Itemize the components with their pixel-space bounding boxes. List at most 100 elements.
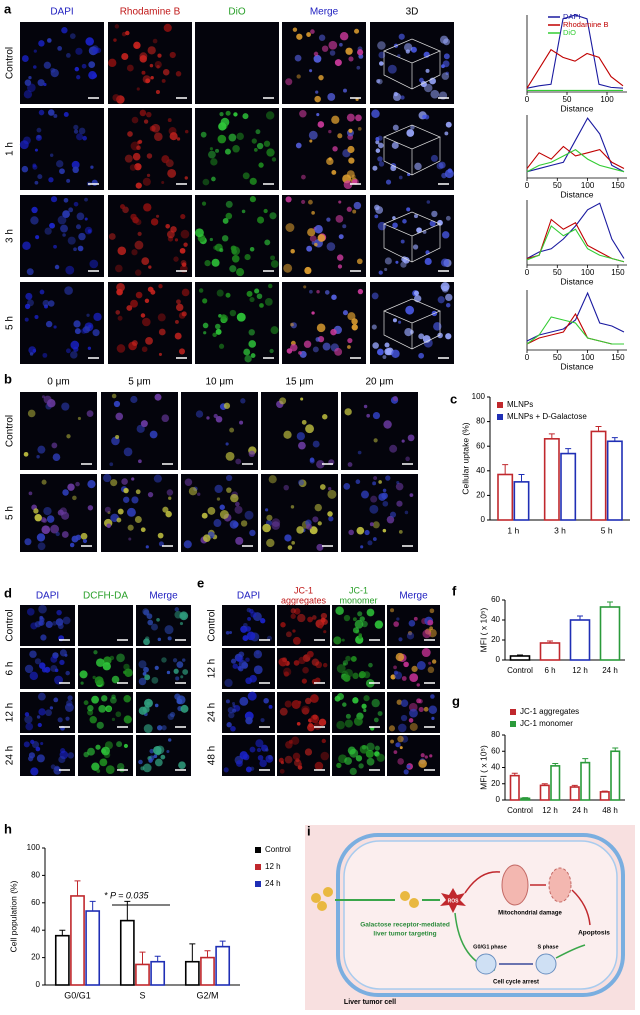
cell-signal <box>244 510 254 520</box>
cell-signal <box>121 478 128 485</box>
cell-signal <box>161 725 167 731</box>
x-tick-label: Control <box>507 806 533 815</box>
cell-signal <box>62 233 66 237</box>
cell-signal <box>226 487 232 493</box>
cell-signal <box>363 404 368 409</box>
cell-signal <box>342 310 348 316</box>
cell-signal <box>418 699 423 704</box>
cell-signal <box>256 747 262 753</box>
cell-signal <box>226 474 233 482</box>
cell-signal <box>400 261 407 268</box>
cell-signal <box>407 434 415 442</box>
cell-signal <box>38 40 45 47</box>
cell-signal <box>134 45 139 49</box>
cell-signal <box>197 492 201 496</box>
column-header: DAPI <box>36 591 59 602</box>
cell-signal <box>369 522 374 527</box>
cell-signal <box>296 33 303 40</box>
error-bar <box>541 783 548 786</box>
cell-signal <box>34 148 38 152</box>
cell-signal <box>352 627 360 634</box>
x-tick-label: 100 <box>581 353 595 362</box>
cell-signal <box>88 71 97 80</box>
error-bar <box>607 601 613 607</box>
cell-signal <box>257 754 264 761</box>
cell-signal <box>408 718 414 723</box>
cell-signal <box>101 746 111 756</box>
cell-signal <box>312 615 317 620</box>
cell-signal <box>293 660 300 666</box>
cell-signal <box>88 61 96 68</box>
cell-signal <box>359 616 365 622</box>
cell-signal <box>146 173 151 178</box>
cell-signal <box>421 648 431 658</box>
cell-signal <box>233 112 238 117</box>
cell-signal <box>440 258 450 267</box>
cell-signal <box>167 168 177 178</box>
cell-signal <box>445 293 453 302</box>
cell-signal <box>141 257 150 266</box>
cell-signal <box>106 706 112 712</box>
cell-cycle-cell <box>535 953 557 975</box>
cell-signal <box>371 292 379 300</box>
cell-signal <box>336 720 345 730</box>
cell-signal <box>180 213 186 220</box>
cell-signal <box>299 110 307 118</box>
arrow <box>464 871 501 894</box>
error-bar <box>154 955 161 962</box>
cell-signal <box>345 713 351 719</box>
cell-signal <box>25 722 34 731</box>
cell-signal <box>72 166 79 174</box>
cell-signal <box>311 658 320 666</box>
cell-signal <box>321 45 329 52</box>
cell-signal <box>308 199 313 205</box>
y-tick-label: 20 <box>31 953 40 962</box>
error-bar <box>601 790 608 792</box>
cell-signal <box>250 766 255 771</box>
cell-signal <box>93 650 98 655</box>
cell-signal <box>63 197 69 203</box>
cell-signal <box>140 313 146 318</box>
cell-signal <box>295 142 302 149</box>
y-axis-label: MFI ( x 10⁵) <box>478 745 488 790</box>
cell-signal <box>35 746 41 752</box>
cell-signal <box>349 767 357 776</box>
cell-signal <box>445 215 451 221</box>
cell-signal <box>42 352 48 358</box>
cell-signal <box>396 699 403 705</box>
cell-signal <box>76 75 81 80</box>
cell-signal <box>42 299 50 307</box>
cell-signal <box>428 661 432 665</box>
cell-signal <box>342 662 347 666</box>
cell-signal <box>418 706 424 713</box>
cell-signal <box>234 505 243 514</box>
cell-signal <box>430 89 440 99</box>
cell-signal <box>318 74 324 81</box>
profile-line <box>526 145 625 170</box>
cell-signal <box>402 219 407 224</box>
cell-signal <box>45 620 53 628</box>
volume-box <box>383 211 441 263</box>
cell-signal <box>414 162 422 171</box>
cell-signal <box>376 753 385 762</box>
cell-signal <box>301 707 310 715</box>
cell-signal <box>346 113 355 122</box>
cell-signal <box>168 738 172 742</box>
cell-signal <box>50 196 58 203</box>
row-label: 12 h <box>5 703 16 722</box>
cell-signal <box>40 741 44 746</box>
cell-signal <box>167 636 172 641</box>
cell-signal <box>378 270 383 275</box>
cell-signal <box>235 458 242 465</box>
cell-signal <box>51 442 58 449</box>
bar <box>606 440 623 521</box>
cell-signal <box>351 179 358 185</box>
cell-signal <box>202 534 211 542</box>
cell-signal <box>26 268 34 276</box>
cell-signal <box>139 109 147 117</box>
cell-signal <box>149 748 155 754</box>
cell-signal <box>372 537 377 541</box>
cell-signal <box>29 352 34 356</box>
cell-signal <box>330 328 337 336</box>
cell-signal <box>181 262 187 267</box>
